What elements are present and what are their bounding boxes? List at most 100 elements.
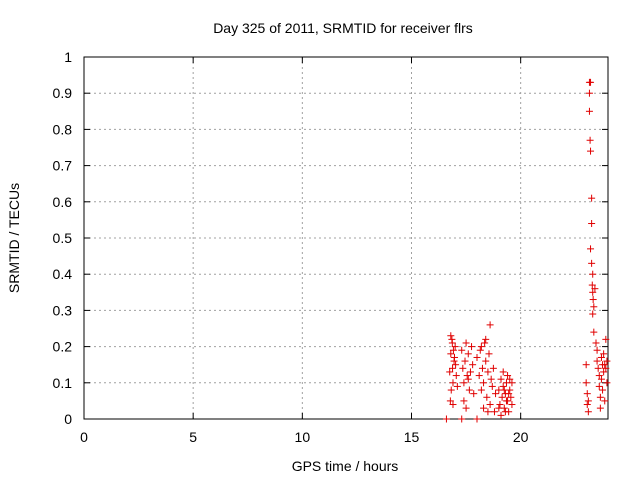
data-point [482, 357, 490, 365]
y-tick-label: 0.6 [53, 194, 73, 210]
y-tick-label: 0.9 [53, 85, 73, 101]
data-point [453, 382, 461, 390]
data-point [592, 339, 600, 347]
data-point [496, 401, 504, 409]
data-point [484, 368, 492, 376]
data-point [591, 285, 599, 293]
data-point [489, 364, 497, 372]
x-tick-label: 0 [80, 429, 88, 445]
data-point [458, 415, 466, 423]
data-point [584, 397, 592, 405]
x-axis-label: GPS time / hours [292, 458, 399, 474]
data-point [601, 361, 609, 369]
data-point [600, 350, 608, 358]
x-tick-label: 20 [513, 429, 529, 445]
data-point [596, 404, 604, 412]
data-point [460, 379, 468, 387]
y-tick-label: 0.8 [53, 121, 73, 137]
x-tick-label: 10 [295, 429, 311, 445]
data-point [593, 357, 601, 365]
data-point [596, 393, 604, 401]
data-point [603, 379, 611, 387]
data-point [463, 372, 471, 380]
data-point [590, 303, 598, 311]
y-axis-label: SRMTID / TECUs [6, 183, 22, 293]
data-point [597, 353, 605, 361]
data-point [449, 364, 457, 372]
y-tick-label: 0.7 [53, 158, 73, 174]
data-point [498, 393, 506, 401]
data-point [590, 328, 598, 336]
data-point [585, 107, 593, 115]
data-point [477, 386, 485, 394]
data-point [462, 404, 470, 412]
data-point [587, 147, 595, 155]
data-point [492, 390, 500, 398]
data-point [468, 343, 476, 351]
data-point [480, 379, 488, 387]
data-point [462, 339, 470, 347]
data-point [476, 346, 484, 354]
data-point [480, 404, 488, 412]
data-point [586, 136, 594, 144]
data-point [482, 335, 490, 343]
data-point [582, 361, 590, 369]
data-point [442, 415, 450, 423]
data-point [602, 335, 610, 343]
data-point [506, 375, 514, 383]
data-point [593, 346, 601, 354]
data-point [502, 397, 510, 405]
data-point [473, 415, 481, 423]
x-tick-label: 15 [404, 429, 420, 445]
data-point [459, 364, 467, 372]
x-tick-label: 5 [189, 429, 197, 445]
data-point [451, 353, 459, 361]
data-point [486, 401, 494, 409]
data-point [466, 368, 474, 376]
data-point [500, 386, 508, 394]
data-point [488, 382, 496, 390]
data-point [487, 375, 495, 383]
data-point [449, 346, 457, 354]
data-point [589, 270, 597, 278]
data-point [461, 357, 469, 365]
data-point [490, 408, 498, 416]
data-point [447, 386, 455, 394]
data-point [582, 379, 590, 387]
data-point [497, 375, 505, 383]
data-point [585, 89, 593, 97]
data-point [452, 372, 460, 380]
y-tick-label: 0.1 [53, 375, 73, 391]
data-point [473, 353, 481, 361]
data-point [447, 332, 455, 340]
data-point [601, 397, 609, 405]
data-point [602, 364, 610, 372]
data-point [599, 386, 607, 394]
data-point [497, 411, 505, 419]
data-point [464, 350, 472, 358]
grid-layer [84, 57, 608, 419]
data-point [470, 390, 478, 398]
data-point [449, 401, 457, 409]
data-point [501, 408, 509, 416]
data-point [477, 343, 485, 351]
data-point [484, 408, 492, 416]
data-point [465, 386, 473, 394]
data-point [485, 350, 493, 358]
data-point [595, 382, 603, 390]
data-point [451, 343, 459, 351]
data-point [449, 379, 457, 387]
data-point [587, 245, 595, 253]
y-tick-label: 0.3 [53, 302, 73, 318]
data-point [507, 393, 515, 401]
data-point [475, 372, 483, 380]
data-point [505, 390, 513, 398]
y-tick-label: 0 [64, 411, 72, 427]
data-point [481, 339, 489, 347]
data-point [508, 401, 516, 409]
data-point [583, 401, 591, 409]
data-point [589, 296, 597, 304]
data-point [584, 408, 592, 416]
data-point [499, 368, 507, 376]
